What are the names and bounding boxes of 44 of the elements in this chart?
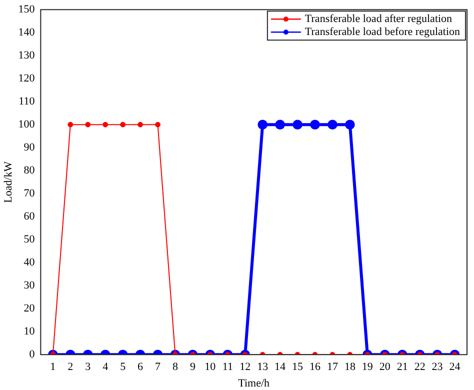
y-tick-label: 20 bbox=[24, 302, 36, 314]
x-tick-label: 8 bbox=[172, 361, 178, 374]
x-tick-label: 20 bbox=[379, 361, 391, 374]
legend-label: Transferable load after regulation bbox=[304, 12, 453, 25]
y-tick-label: 0 bbox=[29, 348, 36, 360]
x-tick-label: 23 bbox=[432, 361, 444, 374]
x-axis-title: Time/h bbox=[238, 377, 270, 390]
y-tick-label: 10 bbox=[24, 325, 36, 338]
y-tick-label: 120 bbox=[18, 72, 36, 84]
x-tick-label: 17 bbox=[326, 361, 338, 374]
x-tick-label: 22 bbox=[414, 361, 426, 374]
x-tick-label: 12 bbox=[240, 361, 251, 374]
y-tick-label: 30 bbox=[24, 279, 36, 292]
x-tick-label: 9 bbox=[190, 361, 196, 374]
x-tick-label: 19 bbox=[362, 361, 374, 374]
x-tick-label: 3 bbox=[85, 361, 92, 374]
x-tick-label: 16 bbox=[310, 361, 321, 374]
x-tick-label: 15 bbox=[292, 361, 304, 374]
x-tick-label: 13 bbox=[257, 361, 269, 374]
y-tick-label: 100 bbox=[18, 118, 36, 130]
x-tick-label: 10 bbox=[204, 361, 216, 374]
x-tick-label: 1 bbox=[50, 361, 56, 374]
legend-label: Transferable load before regulation bbox=[304, 26, 460, 38]
x-tick-label: 18 bbox=[344, 361, 356, 374]
x-tick-label: 14 bbox=[274, 361, 286, 374]
y-tick-label: 140 bbox=[18, 26, 36, 38]
y-tick-label: 90 bbox=[24, 141, 36, 154]
y-tick-label: 130 bbox=[18, 49, 36, 62]
y-tick-label: 110 bbox=[18, 95, 36, 108]
x-tick-label: 4 bbox=[102, 361, 109, 374]
y-tick-label: 60 bbox=[24, 210, 36, 222]
x-tick-label: 24 bbox=[449, 361, 461, 374]
y-tick-label: 150 bbox=[18, 3, 36, 16]
y-axis-title: Load/kW bbox=[2, 160, 14, 203]
x-tick-label: 5 bbox=[120, 361, 126, 374]
y-tick-label: 70 bbox=[24, 187, 36, 200]
x-tick-label: 11 bbox=[222, 361, 233, 374]
x-tick-label: 6 bbox=[138, 361, 144, 374]
x-tick-label: 2 bbox=[68, 361, 74, 374]
y-tick-label: 80 bbox=[24, 164, 36, 176]
x-tick-label: 7 bbox=[155, 361, 162, 374]
x-tick-label: 21 bbox=[396, 361, 408, 374]
y-tick-label: 40 bbox=[24, 256, 36, 268]
y-tick-label: 50 bbox=[24, 233, 36, 246]
